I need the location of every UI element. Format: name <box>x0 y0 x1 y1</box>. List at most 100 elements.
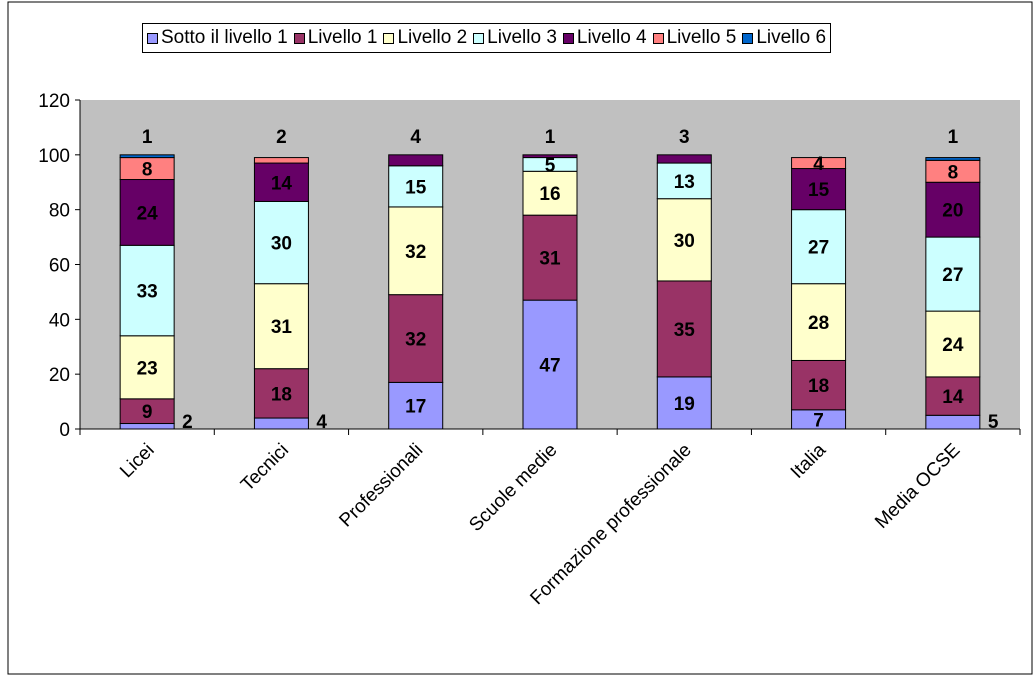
legend-item: Sotto il livello 1 <box>147 27 288 49</box>
y-tick-label: 40 <box>49 310 70 331</box>
data-label: 4 <box>410 127 421 148</box>
y-tick-label: 20 <box>49 365 70 386</box>
data-labels-layer: 2923332481418313014217323215447311651193… <box>137 127 999 433</box>
data-label: 31 <box>539 249 561 270</box>
data-label: 2 <box>182 412 193 433</box>
bar-segment <box>253 417 309 430</box>
legend-swatch <box>742 32 754 44</box>
data-label: 24 <box>942 335 964 356</box>
data-label: 7 <box>813 410 824 431</box>
data-label: 19 <box>674 394 695 415</box>
bars-layer <box>119 154 981 430</box>
legend-label: Livello 5 <box>666 27 737 48</box>
bar-segment <box>119 179 175 246</box>
data-label: 18 <box>808 376 829 397</box>
data-label: 5 <box>545 155 556 176</box>
legend: Sotto il livello 1 Livello 1 Livello 2 Live… <box>142 23 832 53</box>
legend-item: Livello 1 <box>293 27 378 49</box>
bar-segment <box>925 157 981 161</box>
legend-swatch <box>473 32 485 44</box>
data-label: 24 <box>137 203 159 224</box>
legend-label: Livello 4 <box>576 27 647 48</box>
y-tick-label: 80 <box>49 201 70 222</box>
data-label: 2 <box>276 127 287 148</box>
bar-segment <box>791 168 847 211</box>
legend-item: Livello 6 <box>742 27 826 49</box>
data-label: 32 <box>405 242 426 263</box>
data-label: 9 <box>142 402 153 423</box>
legend-label: Livello 1 <box>307 27 378 48</box>
bar-segment <box>388 381 444 430</box>
data-label: 27 <box>942 265 963 286</box>
data-label: 17 <box>405 397 426 418</box>
bar-segment <box>522 214 578 301</box>
legend-label: Sotto il livello 1 <box>161 27 288 48</box>
data-label: 28 <box>808 313 829 334</box>
bar-segment <box>791 359 847 411</box>
data-label: 3 <box>679 127 690 148</box>
data-label: 18 <box>271 384 292 405</box>
legend-swatch <box>293 32 305 44</box>
bar-segment <box>925 376 981 416</box>
data-label: 14 <box>271 173 293 194</box>
bar-segment <box>119 244 175 337</box>
data-label: 13 <box>674 172 695 193</box>
data-label: 15 <box>405 177 427 198</box>
data-label: 47 <box>539 356 560 377</box>
bar-segment <box>925 236 981 312</box>
legend-swatch <box>562 32 574 44</box>
bar-segment <box>388 294 444 383</box>
bar-segment <box>791 283 847 361</box>
data-label: 31 <box>271 317 293 338</box>
bar-segment <box>119 335 175 400</box>
bar-segment <box>119 423 175 430</box>
bar-segment <box>925 414 981 430</box>
data-label: 4 <box>813 154 824 175</box>
data-label: 4 <box>316 412 327 433</box>
bar-segment <box>791 157 847 170</box>
data-label: 14 <box>942 387 964 408</box>
legend-label: Livello 3 <box>487 27 557 48</box>
data-label: 5 <box>988 412 999 433</box>
legend-label: Livello 6 <box>756 27 827 48</box>
data-label: 23 <box>137 358 158 379</box>
bar-segment <box>656 162 712 200</box>
bar-segment <box>522 154 578 159</box>
y-tick-label: 60 <box>49 256 70 277</box>
legend-swatch <box>147 32 158 44</box>
y-tick-label: 0 <box>59 420 70 441</box>
bar-segment <box>119 154 175 159</box>
data-label: 30 <box>271 234 292 255</box>
bar-segment <box>656 376 712 430</box>
legend-item: Livello 2 <box>383 27 467 49</box>
data-label: 1 <box>142 127 153 148</box>
bar-segment <box>253 200 309 285</box>
data-label: 27 <box>808 238 829 259</box>
bar-segment <box>656 198 712 282</box>
bar-segment <box>656 154 712 164</box>
data-label: 1 <box>545 127 556 148</box>
legend-swatch <box>383 32 395 44</box>
y-tick-label: 100 <box>38 146 70 167</box>
data-label: 30 <box>674 231 695 252</box>
legend-item: Livello 3 <box>473 27 557 49</box>
bar-segment <box>925 181 981 238</box>
legend-item: Livello 4 <box>562 27 647 49</box>
bar-segment <box>253 157 309 164</box>
data-label: 15 <box>808 180 830 201</box>
bar-segment <box>388 165 444 208</box>
data-label: 16 <box>539 184 560 205</box>
data-label: 20 <box>942 201 963 222</box>
data-label: 8 <box>948 162 959 183</box>
legend-item: Livello 5 <box>652 27 737 49</box>
data-label: 35 <box>674 320 696 341</box>
bar-segment <box>388 154 444 167</box>
bar-segment <box>791 209 847 285</box>
y-tick-label: 120 <box>38 91 70 112</box>
data-label: 8 <box>142 160 153 181</box>
bar-segment <box>656 280 712 378</box>
data-label: 32 <box>405 330 426 351</box>
bar-segment <box>522 170 578 216</box>
